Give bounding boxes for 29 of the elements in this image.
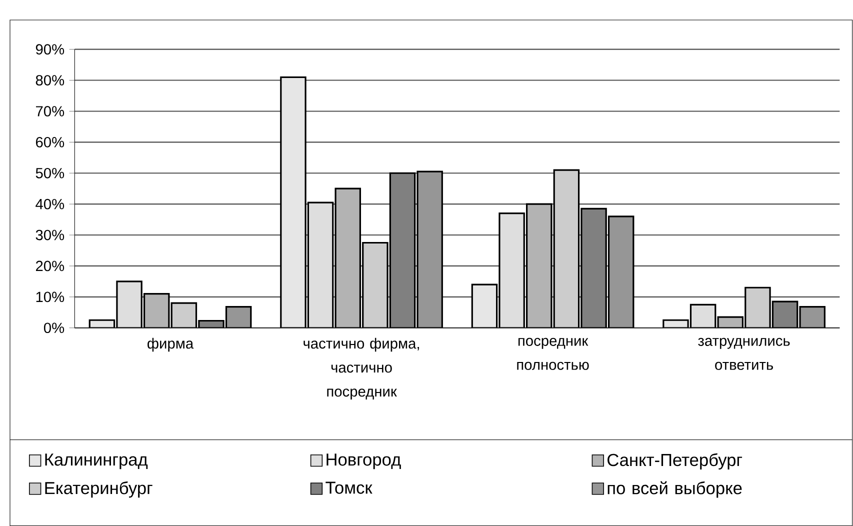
x-tick-label: посредник полностью (517, 338, 589, 370)
y-tick-label: 20% (36, 260, 64, 271)
legend-label: по всей выборке (608, 481, 742, 498)
y-tick-label: 30% (36, 230, 64, 240)
x-tick-label: фирма (148, 338, 194, 352)
bar (553, 169, 580, 328)
y-tick-label: 10% (36, 292, 64, 302)
bar (362, 242, 388, 328)
y-tick-label: 50% (36, 168, 64, 178)
y-tick-label: 0% (44, 322, 64, 333)
legend-label: Калининград (45, 453, 148, 469)
y-tick-label: 40% (36, 198, 64, 210)
legend-label: Екатеринбург (45, 481, 152, 498)
bar (389, 172, 416, 328)
bar (498, 212, 525, 328)
bar (416, 170, 443, 328)
bar (580, 208, 607, 328)
bar (608, 215, 634, 328)
legend-label: Новгород (326, 453, 401, 469)
y-tick-label: 90% (36, 44, 64, 54)
y-tick-label: 70% (36, 106, 64, 116)
legend-label: Томск (326, 482, 372, 494)
bar (307, 202, 334, 328)
x-tick-label: частично фирма, частично посредник (304, 338, 419, 400)
y-tick-label: 80% (36, 74, 64, 86)
y-tick-label: 60% (36, 136, 64, 148)
legend-label: Санкт-Петербург (608, 453, 742, 470)
bar (116, 280, 142, 328)
x-tick-label: затруднились ответить (698, 338, 790, 370)
